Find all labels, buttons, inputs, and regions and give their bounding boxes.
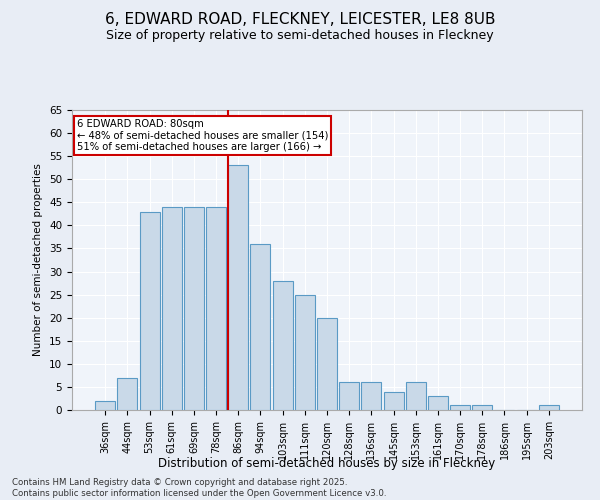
Bar (95, 401, 115, 410)
Bar (228, 166, 248, 410)
Bar (428, 396, 448, 410)
Y-axis label: Number of semi-detached properties: Number of semi-detached properties (34, 164, 43, 356)
Bar (295, 294, 315, 410)
Text: Distribution of semi-detached houses by size in Fleckney: Distribution of semi-detached houses by … (158, 458, 496, 470)
Bar (118, 378, 137, 410)
Text: 6, EDWARD ROAD, FLECKNEY, LEICESTER, LE8 8UB: 6, EDWARD ROAD, FLECKNEY, LEICESTER, LE8… (105, 12, 495, 28)
Bar (206, 207, 226, 410)
Bar (250, 244, 271, 410)
Bar (184, 207, 204, 410)
Bar (361, 382, 382, 410)
Bar (450, 406, 470, 410)
Bar (383, 392, 404, 410)
Text: Size of property relative to semi-detached houses in Fleckney: Size of property relative to semi-detach… (106, 29, 494, 42)
Bar (140, 212, 160, 410)
Bar (272, 281, 293, 410)
Text: 6 EDWARD ROAD: 80sqm
← 48% of semi-detached houses are smaller (154)
51% of semi: 6 EDWARD ROAD: 80sqm ← 48% of semi-detac… (77, 119, 328, 152)
Bar (339, 382, 359, 410)
Bar (406, 382, 426, 410)
Text: Contains HM Land Registry data © Crown copyright and database right 2025.
Contai: Contains HM Land Registry data © Crown c… (12, 478, 386, 498)
Bar (162, 207, 182, 410)
Bar (539, 406, 559, 410)
Bar (472, 406, 492, 410)
Bar (317, 318, 337, 410)
